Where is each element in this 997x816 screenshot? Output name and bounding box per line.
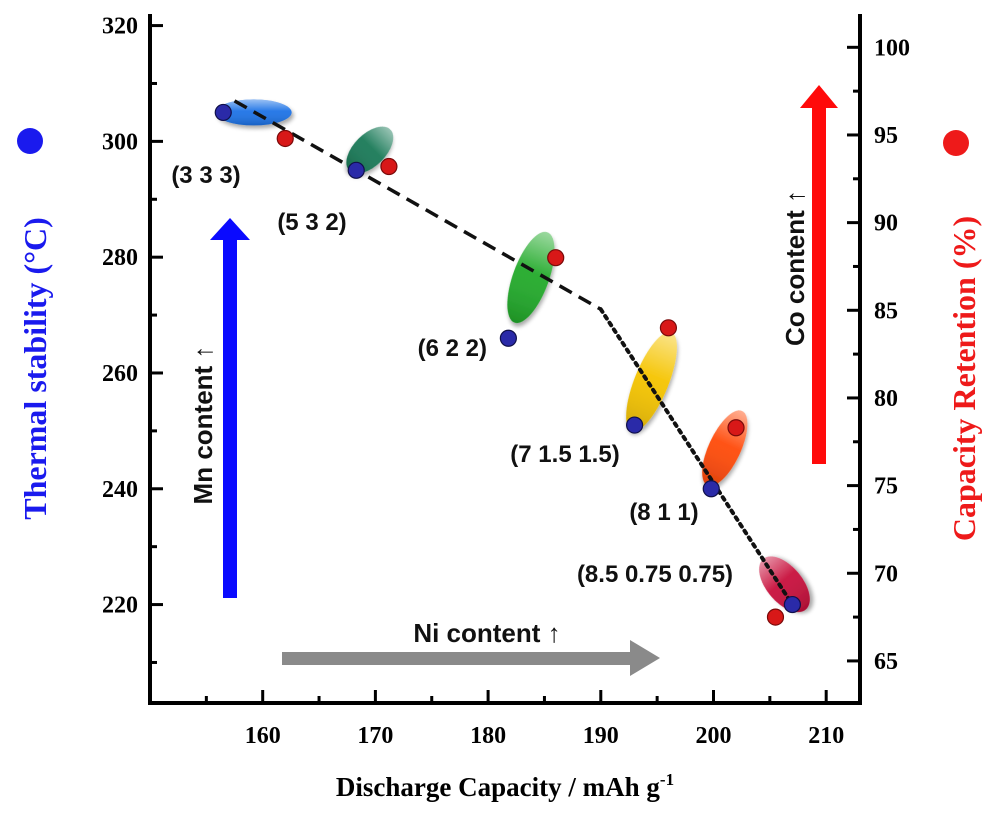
x-tick-label: 200 <box>695 723 731 749</box>
composition-ellipse-gloss <box>702 410 748 487</box>
co-arrow-shaft <box>812 106 826 464</box>
retention-point <box>727 419 745 437</box>
composition-ellipse <box>507 231 555 323</box>
composition-label: (7 1.5 1.5) <box>510 441 619 468</box>
ni-arrow-shaft <box>282 652 632 665</box>
x-tick-label: 170 <box>357 723 393 749</box>
composition-ellipse <box>759 556 810 613</box>
composition-label: (8 1 1) <box>629 499 698 526</box>
thermal-point <box>783 595 801 614</box>
y-left-tick-label: 260 <box>102 361 138 387</box>
y-right-tick-label: 100 <box>874 35 910 61</box>
y-right-tick-label: 70 <box>874 561 898 587</box>
ni-arrow-head <box>630 640 660 676</box>
trend-dotted-line <box>598 307 795 607</box>
retention-point <box>659 319 678 337</box>
composition-ellipse <box>702 410 748 487</box>
composition-label: (8.5 0.75 0.75) <box>577 561 733 588</box>
y-left-tick-label: 320 <box>102 14 138 40</box>
mn-arrow-head <box>210 218 250 240</box>
y-right-tick-label: 65 <box>874 649 898 675</box>
composition-label: (3 3 3) <box>171 162 240 189</box>
retention-point <box>380 157 398 176</box>
blue-dot-icon <box>17 128 43 154</box>
y-left-tick-label: 220 <box>102 593 138 619</box>
co-content-label: Co content ↑ <box>780 190 810 346</box>
composition-ellipse-gloss <box>759 556 810 613</box>
x-tick-label: 180 <box>470 723 506 749</box>
y-right-tick-label: 95 <box>874 123 898 149</box>
y-left-tick-label: 300 <box>102 129 138 155</box>
composition-ellipse <box>346 126 394 174</box>
retention-point <box>547 249 565 267</box>
y-right-tick-label: 75 <box>874 474 898 500</box>
labels: 160 170 180 190 200 210 220 240 260 280 300 320 65 70… <box>17 14 982 802</box>
composition-ellipse-gloss <box>346 126 394 174</box>
y-right-axis-title: Capacity Retention (%) <box>946 216 982 541</box>
composition-label: (6 2 2) <box>418 335 487 362</box>
arrows-layer <box>210 85 838 676</box>
retention-point <box>276 129 294 148</box>
mn-content-label: Mn content ↑ <box>188 346 218 505</box>
mn-arrow-shaft <box>223 238 237 598</box>
composition-label: (5 3 2) <box>277 209 346 236</box>
composition-ellipses <box>215 99 810 613</box>
y-right-tick-label: 85 <box>874 298 898 324</box>
thermal-point <box>499 329 517 347</box>
data-points <box>214 103 801 626</box>
thermal-point <box>626 416 644 434</box>
x-axis-title-superscript: -1 <box>660 770 674 789</box>
x-tick-label: 160 <box>245 723 281 749</box>
y-left-tick-label: 280 <box>102 245 138 271</box>
trend-dashed-line <box>233 99 602 311</box>
x-axis-title-main: Discharge Capacity / mAh g <box>336 772 660 802</box>
axes <box>148 14 862 705</box>
trend-lines <box>233 99 795 607</box>
y-left-axis-title: Thermal stability (°C) <box>17 217 53 520</box>
retention-point <box>766 608 785 626</box>
thermal-point <box>214 103 232 122</box>
red-dot-icon <box>943 130 969 156</box>
x-tick-label: 190 <box>583 723 619 749</box>
thermal-point <box>347 161 365 179</box>
y-right-tick-label: 90 <box>874 211 898 237</box>
x-tick-label: 210 <box>808 723 844 749</box>
thermal-point <box>702 480 720 498</box>
ni-content-label: Ni content ↑ <box>413 618 560 648</box>
x-axis-title: Discharge Capacity / mAh g-1 <box>336 770 674 802</box>
y-right-tick-label: 80 <box>874 386 898 412</box>
composition-ellipse-gloss <box>626 332 677 432</box>
composition-ellipse-gloss <box>507 231 555 323</box>
y-left-tick-label: 240 <box>102 477 138 503</box>
composition-ellipse <box>626 332 677 432</box>
co-arrow-head <box>800 85 838 108</box>
